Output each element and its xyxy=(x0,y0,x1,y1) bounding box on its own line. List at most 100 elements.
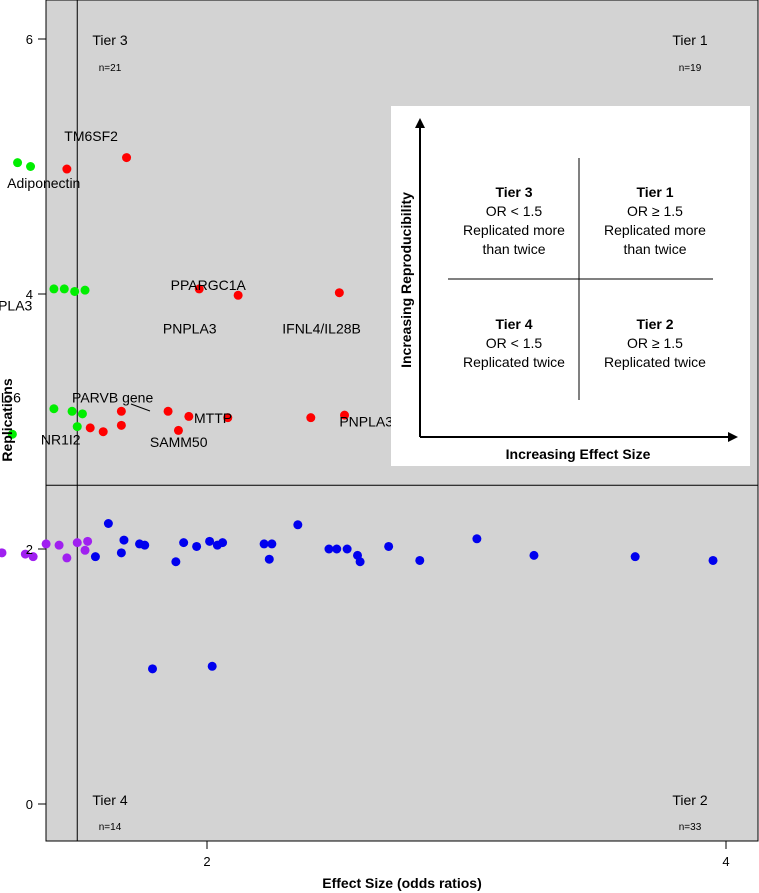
tier-1-point xyxy=(163,406,173,416)
tier-3-point xyxy=(59,284,69,294)
tier-2-point xyxy=(119,535,129,545)
y-tick-label: 6 xyxy=(26,32,33,47)
tier-2-point xyxy=(103,519,113,528)
tier-4-point xyxy=(62,553,72,563)
tier-3-point xyxy=(49,284,59,294)
inset-tier-1-line: OR ≥ 1.5 xyxy=(627,203,683,219)
tier-2-point xyxy=(324,544,334,554)
tier-3-point xyxy=(49,404,59,414)
inset-tier-2-line: Replicated twice xyxy=(604,354,706,370)
gene-label: NR1I2 xyxy=(41,431,81,447)
y-tick-label: 4 xyxy=(26,287,33,302)
inset-tier-1-heading: Tier 1 xyxy=(636,184,673,200)
tier-1-point xyxy=(173,425,183,435)
tier-3-point xyxy=(80,285,90,295)
tier-4-count: n=14 xyxy=(99,822,122,833)
tier-2-point xyxy=(179,538,189,548)
tier-4-point xyxy=(72,538,82,548)
tier-2-label: Tier 2 xyxy=(672,792,707,808)
tier-2-point xyxy=(192,541,202,551)
inset-tier-1-line: than twice xyxy=(623,241,686,257)
tier-3-count: n=21 xyxy=(99,63,122,74)
x-axis-title: Effect Size (odds ratios) xyxy=(322,875,481,891)
inset-tier-2-heading: Tier 2 xyxy=(636,316,673,332)
inset-tier-3-line: OR < 1.5 xyxy=(486,203,543,219)
tier-2-point xyxy=(332,544,342,554)
gene-label: SAMM50 xyxy=(150,434,208,450)
tier-1-point xyxy=(223,413,233,423)
tier-1-point xyxy=(98,427,108,437)
inset-tier-4-heading: Tier 4 xyxy=(495,316,532,332)
gene-label: Adiponectin xyxy=(7,175,80,191)
tier-4-point xyxy=(54,540,64,550)
tier-3-point xyxy=(7,429,17,439)
tier-4-label: Tier 4 xyxy=(92,792,127,808)
inset-tier-4-line: OR < 1.5 xyxy=(486,335,543,351)
tier-1-point xyxy=(116,406,126,416)
y-tick-label: 2 xyxy=(26,542,33,557)
tier-2-point xyxy=(293,520,303,530)
tier-3-label: Tier 3 xyxy=(92,32,127,48)
tier-3-point xyxy=(70,286,80,296)
inset-box xyxy=(391,106,750,466)
inset-tier-3-line: Replicated more xyxy=(463,222,565,238)
tier-2-point xyxy=(384,541,394,551)
gene-label: PARVB gene xyxy=(72,389,153,405)
tier-1-point xyxy=(116,420,126,430)
tier-1-point xyxy=(334,288,344,298)
inset-y-axis-label: Increasing Reproducibility xyxy=(398,192,414,368)
gene-label: PNPLA3 xyxy=(0,298,33,314)
tier-1-point xyxy=(306,413,316,423)
tier-4-point xyxy=(80,545,90,555)
tier-1-point xyxy=(122,153,132,163)
il6-leader-line xyxy=(130,403,151,412)
tier-1-point xyxy=(233,290,243,300)
gene-label: IFNL4/IL28B xyxy=(282,321,361,337)
tier-3-point xyxy=(72,422,82,432)
tier-2-point xyxy=(529,550,539,560)
y-axis-title: Replications xyxy=(0,378,15,461)
tier-1-label: Tier 1 xyxy=(672,32,707,48)
tier-2-point xyxy=(267,539,277,549)
tier-2-count: n=33 xyxy=(679,822,702,833)
y-tick-label: 0 xyxy=(26,797,33,812)
tier-2-point xyxy=(355,557,365,567)
inset-tier-4-line: Replicated twice xyxy=(463,354,565,370)
tier-2-point xyxy=(472,534,482,544)
tier-1-point xyxy=(184,411,194,421)
tier-4-point xyxy=(0,548,7,558)
x-tick-label: 2 xyxy=(203,854,210,869)
tier-1-point xyxy=(340,410,350,420)
tier-2-point xyxy=(148,664,158,674)
gene-label: TM6SF2 xyxy=(64,128,118,144)
tier-4-point xyxy=(83,536,93,546)
gene-label: IL-6 xyxy=(0,389,21,405)
tier-2-point xyxy=(630,552,640,562)
tier-2-point xyxy=(218,538,228,548)
tier-2-point xyxy=(207,661,217,671)
tier-2-point xyxy=(264,554,274,564)
tier-2-point xyxy=(140,540,150,550)
tier-3-point xyxy=(26,162,36,171)
tier-3-point xyxy=(77,409,87,419)
tier-3-point xyxy=(67,406,77,416)
tier-2-point xyxy=(90,552,100,562)
gene-label: PNPLA3 xyxy=(163,321,217,337)
inset-tier-3-heading: Tier 3 xyxy=(495,184,532,200)
tier-2-point xyxy=(171,557,181,567)
tier-2-point xyxy=(342,544,352,554)
tier-2-point xyxy=(116,548,126,558)
inset-tier-3-line: than twice xyxy=(482,241,545,257)
tier-2-point xyxy=(259,539,269,549)
tier-1-point xyxy=(85,423,95,433)
gene-label: PNPLA3 xyxy=(339,414,393,430)
gene-label: MTTP xyxy=(194,410,232,426)
tier-2-point xyxy=(415,555,425,565)
tier-4-point xyxy=(28,552,38,562)
tier-3-point xyxy=(13,158,23,168)
gene-label: PPARGC1A xyxy=(171,277,247,293)
inset-tier-1-line: Replicated more xyxy=(604,222,706,238)
tier-1-count: n=19 xyxy=(679,63,702,74)
tier-2-point xyxy=(708,555,718,565)
tier-2-point xyxy=(205,536,215,546)
